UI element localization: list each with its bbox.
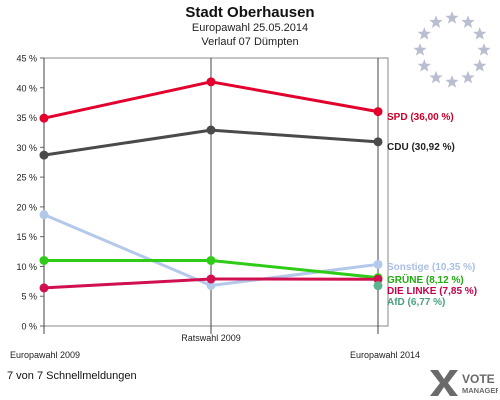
x-tick-label: Europawahl 2014 [350, 350, 420, 360]
eu-star-icon [461, 70, 475, 84]
data-point [373, 107, 383, 117]
eu-star-icon [429, 15, 443, 28]
data-point [206, 281, 216, 291]
y-tick-label: 15 % [16, 232, 37, 242]
data-point [39, 210, 49, 220]
votemanager-logo: VOTE MANAGER [430, 370, 498, 396]
data-point [373, 137, 383, 147]
chart-subtitle-2: Verlauf 07 Dümpten [201, 36, 299, 48]
y-tick-label: 30 % [16, 143, 37, 153]
data-point [39, 150, 49, 160]
eu-star-icon [473, 27, 487, 40]
data-point [206, 125, 216, 135]
series-end-label: CDU (30,92 %) [387, 142, 455, 153]
series-end-label: AfD (6,77 %) [387, 297, 445, 308]
eu-star-icon [417, 27, 431, 40]
y-tick-label: 0 % [21, 322, 37, 332]
eu-star-icon [461, 15, 475, 28]
y-tick-label: 40 % [16, 83, 37, 93]
eu-star-icon [445, 11, 459, 24]
data-point [373, 274, 383, 284]
logo-text-vote: VOTE [462, 372, 495, 386]
eu-star-icon [445, 75, 459, 88]
y-tick-label: 35 % [16, 113, 37, 123]
data-point [206, 274, 216, 284]
data-point [39, 283, 49, 293]
eu-star-icon [477, 43, 491, 56]
series-end-label: SPD (36,00 %) [387, 112, 454, 123]
y-tick-label: 5 % [21, 292, 37, 302]
chart-subtitle: Europawahl 25.05.2014 [191, 22, 309, 34]
series-end-label: Sonstige (10,35 %) [387, 262, 475, 273]
eu-star-icon [429, 70, 443, 84]
data-point [373, 281, 383, 291]
series-end-label: DIE LINKE (7,85 %) [387, 286, 477, 297]
y-tick-label: 10 % [16, 262, 37, 272]
eu-star-icon [417, 59, 431, 72]
data-point [39, 113, 49, 123]
chart-title: Stadt Oberhausen [185, 4, 315, 21]
title-block: Stadt Oberhausen Europawahl 25.05.2014 V… [0, 4, 500, 49]
x-tick-label: Europawahl 2009 [10, 350, 80, 360]
x-tick-label: Ratswahl 2009 [181, 333, 241, 343]
data-point [206, 77, 216, 87]
eu-star-icon [473, 59, 487, 72]
series-end-label: GRÜNE (8,12 %) [387, 273, 464, 286]
data-point [206, 255, 216, 265]
y-tick-label: 25 % [16, 173, 37, 183]
y-tick-label: 20 % [16, 202, 37, 212]
data-point [373, 259, 383, 269]
votemanager-x-icon [430, 370, 458, 396]
logo-text-manager: MANAGER [462, 386, 498, 395]
y-tick-label: 45 % [16, 54, 37, 64]
eu-star-icon [413, 43, 427, 56]
data-point [39, 255, 49, 265]
footer-status-text: 7 von 7 Schnellmeldungen [7, 370, 137, 382]
eu-stars-icon [413, 11, 491, 88]
